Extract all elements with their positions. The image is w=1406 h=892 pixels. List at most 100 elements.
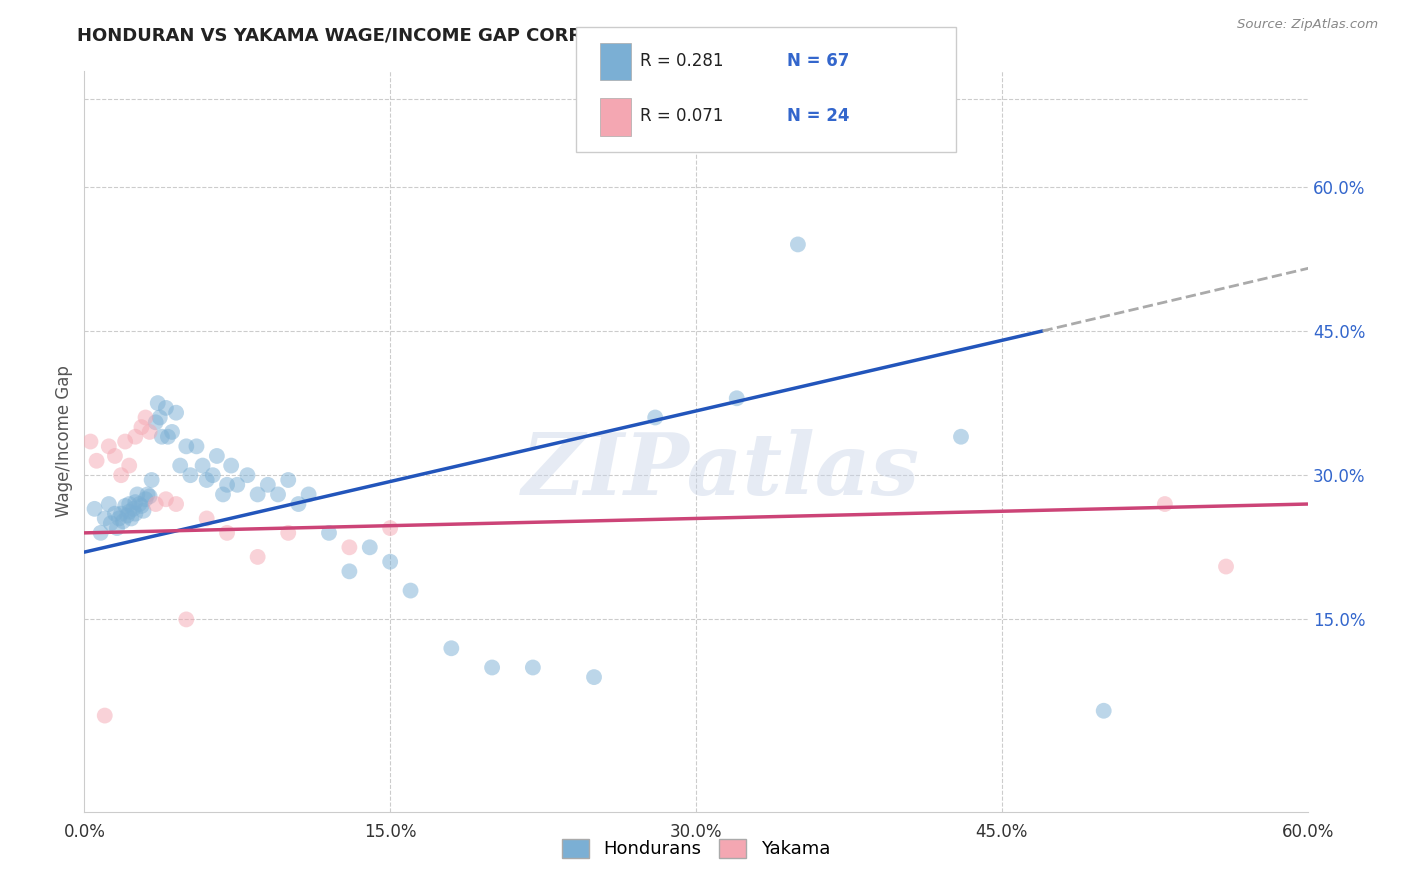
Point (97, 497, 120, 511)
Point (120, 511, 142, 525)
Point (481, 660, 503, 674)
Point (165, 406, 187, 420)
Point (156, 430, 179, 444)
Text: Source: ZipAtlas.com: Source: ZipAtlas.com (1237, 18, 1378, 31)
Point (105, 521, 128, 535)
Point (583, 670, 606, 684)
Point (174, 439, 197, 453)
Point (110, 507, 132, 521)
Text: HONDURAN VS YAKAMA WAGE/INCOME GAP CORRELATION CHART: HONDURAN VS YAKAMA WAGE/INCOME GAP CORRE… (77, 27, 741, 45)
Point (90, 525, 112, 540)
Point (112, 514, 135, 528)
Point (115, 508, 138, 523)
Point (114, 499, 136, 513)
Point (399, 583, 422, 598)
Point (118, 505, 141, 519)
Point (104, 449, 127, 463)
Point (93, 511, 115, 525)
Point (318, 525, 340, 540)
Point (298, 487, 321, 501)
Point (135, 492, 157, 507)
Point (132, 504, 155, 518)
Point (86, 454, 108, 468)
Point (108, 511, 131, 525)
Point (1092, 704, 1115, 718)
Point (219, 458, 242, 473)
Point (191, 458, 214, 473)
Point (165, 497, 187, 511)
Point (174, 612, 197, 626)
Point (128, 497, 150, 511)
Point (145, 497, 167, 511)
Point (146, 396, 169, 410)
Point (440, 641, 463, 656)
Point (787, 237, 810, 252)
Y-axis label: Wage/Income Gap: Wage/Income Gap (55, 366, 73, 517)
Point (217, 478, 239, 492)
Point (118, 497, 141, 511)
Point (201, 468, 224, 483)
Point (124, 507, 146, 521)
Point (179, 468, 201, 483)
Point (155, 492, 177, 507)
Point (141, 473, 163, 487)
Point (277, 525, 299, 540)
Point (257, 478, 280, 492)
Point (522, 660, 544, 674)
Point (212, 487, 235, 501)
Point (267, 487, 290, 501)
Point (136, 487, 159, 501)
Point (97, 439, 120, 453)
Point (380, 521, 402, 535)
Point (131, 499, 153, 513)
Point (79, 434, 101, 449)
Point (277, 473, 299, 487)
Text: N = 67: N = 67 (787, 52, 849, 70)
Point (135, 410, 157, 425)
Point (93, 708, 115, 723)
Point (1215, 559, 1237, 574)
Point (100, 516, 122, 531)
Point (1154, 497, 1177, 511)
Point (138, 489, 160, 503)
Point (725, 391, 748, 405)
Point (124, 430, 146, 444)
Point (124, 495, 146, 509)
Point (118, 458, 141, 473)
Point (226, 478, 249, 492)
Point (149, 410, 172, 425)
Point (83, 501, 105, 516)
Point (186, 439, 208, 453)
Point (950, 430, 973, 444)
Point (339, 541, 361, 555)
Point (236, 468, 259, 483)
Text: R = 0.071: R = 0.071 (640, 107, 723, 126)
Point (195, 511, 218, 525)
Text: N = 24: N = 24 (787, 107, 849, 126)
Point (287, 497, 309, 511)
Point (131, 420, 153, 434)
Point (110, 468, 132, 483)
Point (359, 541, 381, 555)
Point (339, 565, 361, 579)
Point (104, 507, 127, 521)
Point (644, 410, 666, 425)
Point (380, 555, 402, 569)
Point (205, 449, 228, 463)
Point (145, 415, 167, 429)
Point (127, 487, 149, 501)
Point (246, 549, 269, 564)
Point (155, 401, 177, 415)
Point (122, 501, 145, 516)
Point (195, 473, 218, 487)
Point (138, 425, 160, 439)
Point (150, 430, 173, 444)
Text: ZIPatlas: ZIPatlas (522, 429, 920, 513)
Point (114, 434, 136, 449)
Point (169, 458, 191, 473)
Legend: Hondurans, Yakama: Hondurans, Yakama (554, 832, 838, 865)
Text: R = 0.281: R = 0.281 (640, 52, 723, 70)
Point (160, 425, 183, 439)
Point (217, 525, 239, 540)
Point (246, 487, 269, 501)
